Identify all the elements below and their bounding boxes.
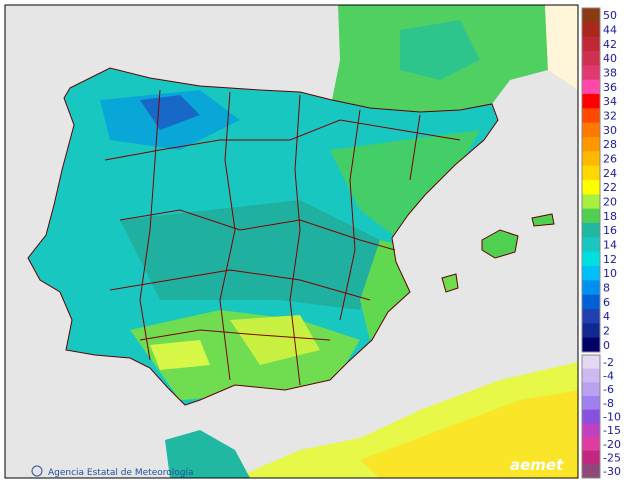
- legend-label: -20: [603, 438, 621, 451]
- mallorca: [481, 229, 519, 259]
- legend-swatch: [582, 382, 600, 397]
- legend-swatch: [582, 165, 600, 181]
- legend-label: 32: [603, 110, 617, 123]
- legend-swatch: [582, 51, 600, 66]
- legend-label: 8: [603, 282, 610, 295]
- legend-label: -6: [603, 383, 614, 396]
- legend-label: -30: [603, 465, 621, 478]
- copyright-icon: [31, 465, 43, 477]
- legend-swatch: [582, 294, 600, 310]
- legend-swatch: [582, 22, 600, 38]
- legend-label: 40: [603, 52, 617, 65]
- legend: 5044424038363432302826242220181614121086…: [581, 7, 621, 479]
- credit: Agencia Estatal de Meteorología: [48, 468, 194, 478]
- legend-swatch: [582, 251, 600, 267]
- legend-swatch: [582, 266, 600, 281]
- map-frame: [4, 4, 579, 479]
- legend-label: 4: [603, 310, 610, 323]
- province-borders: [104, 89, 461, 386]
- legend-label: 44: [603, 24, 617, 37]
- peninsula: [28, 68, 498, 405]
- legend-swatch: [582, 79, 600, 95]
- morocco-north: [165, 430, 250, 478]
- legend-swatch: [582, 437, 600, 452]
- legend-label: 28: [603, 138, 617, 151]
- legend-swatch: [582, 65, 600, 81]
- legend-swatch: [582, 180, 600, 195]
- legend-label: -8: [603, 397, 614, 410]
- france-cool: [400, 20, 480, 80]
- legend-label: -4: [603, 370, 614, 383]
- legend-swatch: [582, 323, 600, 339]
- legend-label: -25: [603, 452, 621, 465]
- legend-frame: [581, 7, 601, 353]
- legend-label: 16: [603, 224, 617, 237]
- legend-swatch: [582, 237, 600, 253]
- legend-frame: [581, 354, 601, 479]
- legend-swatch: [582, 368, 600, 383]
- legend-swatch: [582, 280, 600, 296]
- legend-swatch: [582, 355, 600, 370]
- legend-label: 6: [603, 296, 610, 309]
- legend-swatch: [582, 122, 600, 138]
- legend-label: 10: [603, 267, 617, 280]
- legend-label: 12: [603, 253, 617, 266]
- no-data: [545, 5, 578, 90]
- legend-swatch: [582, 151, 600, 167]
- legend-label: -15: [603, 424, 621, 437]
- legend-label: 2: [603, 325, 610, 338]
- legend-swatch: [582, 108, 600, 124]
- legend-label: 30: [603, 124, 617, 137]
- legend-label: 0: [603, 339, 610, 352]
- legend-label: 42: [603, 38, 617, 51]
- legend-swatch: [582, 464, 600, 479]
- legend-swatch: [582, 194, 600, 210]
- legend-swatch: [582, 8, 600, 23]
- legend-swatch: [582, 309, 600, 324]
- legend-label: 50: [603, 9, 617, 22]
- legend-label: 18: [603, 210, 617, 223]
- legend-label: 14: [603, 239, 617, 252]
- legend-swatch: [582, 223, 600, 238]
- coastline: [27, 67, 499, 406]
- legend-swatch: [582, 36, 600, 52]
- legend-swatch: [582, 208, 600, 224]
- legend-label: 22: [603, 181, 617, 194]
- legend-label: 20: [603, 196, 617, 209]
- legend-swatch: [582, 94, 600, 109]
- legend-label: 24: [603, 167, 617, 180]
- menorca: [531, 213, 555, 227]
- legend-label: -2: [603, 356, 614, 369]
- legend-swatch: [582, 137, 600, 152]
- legend-label: 36: [603, 81, 617, 94]
- legend-label: 38: [603, 67, 617, 80]
- ibiza: [441, 273, 459, 293]
- legend-label: 34: [603, 95, 617, 108]
- legend-swatch: [582, 409, 600, 424]
- logo: aemet: [510, 456, 564, 474]
- legend-label: -10: [603, 411, 621, 424]
- legend-swatch: [582, 337, 600, 353]
- legend-label: 26: [603, 153, 617, 166]
- africa-warm: [360, 390, 578, 478]
- legend-swatch: [582, 450, 600, 465]
- legend-swatch: [582, 396, 600, 411]
- legend-swatch: [582, 423, 600, 438]
